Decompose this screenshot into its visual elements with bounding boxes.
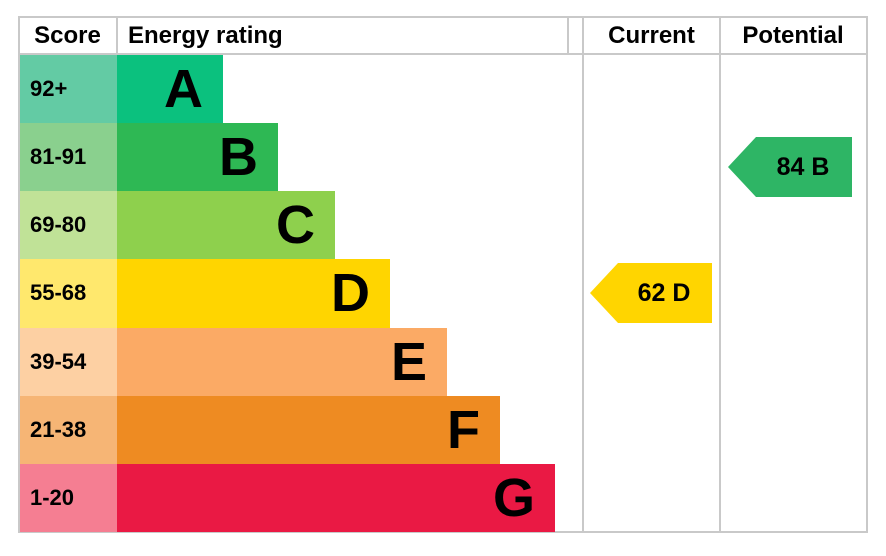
score-range-g: 1-20: [20, 463, 117, 532]
band-row-e: 39-54 E: [20, 327, 866, 396]
band-row-f: 21-38 F: [20, 395, 866, 464]
rating-bar-e: E: [117, 327, 447, 396]
band-row-d: 55-68 D: [20, 259, 866, 328]
rating-bar-c: C: [117, 191, 335, 260]
potential-rating-arrow: 84 B: [728, 137, 852, 197]
table-left-border: [18, 16, 20, 533]
band-row-b: 81-91 B: [20, 123, 866, 192]
table-top-border: [18, 16, 868, 18]
header-bottom-border: [18, 53, 868, 55]
header-potential: Potential: [742, 21, 844, 49]
score-range-e: 39-54: [20, 327, 117, 396]
header-score: Score: [34, 21, 101, 49]
current-column-divider: [582, 16, 584, 533]
band-row-a: 92+ A: [20, 55, 866, 124]
rating-bar-g: G: [117, 463, 555, 532]
band-row-g: 1-20 G: [20, 463, 866, 532]
rating-bar-d: D: [117, 259, 390, 328]
rating-bar-f: F: [117, 395, 500, 464]
score-column-divider: [116, 16, 118, 55]
current-rating-label: 62 D: [637, 278, 691, 307]
score-range-a: 92+: [20, 55, 117, 124]
energy-rating-header-divider: [567, 16, 569, 55]
rating-bar-a: A: [117, 55, 223, 124]
score-range-b: 81-91: [20, 123, 117, 192]
header-energy-rating: Energy rating: [128, 21, 283, 49]
current-potential-divider: [719, 16, 721, 533]
band-row-c: 69-80 C: [20, 191, 866, 260]
table-right-border: [866, 16, 868, 533]
header-current: Current: [608, 21, 695, 49]
score-range-d: 55-68: [20, 259, 117, 328]
rating-bar-b: B: [117, 123, 278, 192]
score-range-f: 21-38: [20, 395, 117, 464]
rating-bands: 92+ A 81-91 B 69-80 C 55-68 D 39-54 E 21-38 F 1-20 G: [20, 55, 866, 532]
score-range-c: 69-80: [20, 191, 117, 260]
table-bottom-border: [18, 531, 868, 533]
potential-rating-label: 84 B: [776, 152, 830, 181]
current-rating-arrow: 62 D: [590, 263, 712, 323]
